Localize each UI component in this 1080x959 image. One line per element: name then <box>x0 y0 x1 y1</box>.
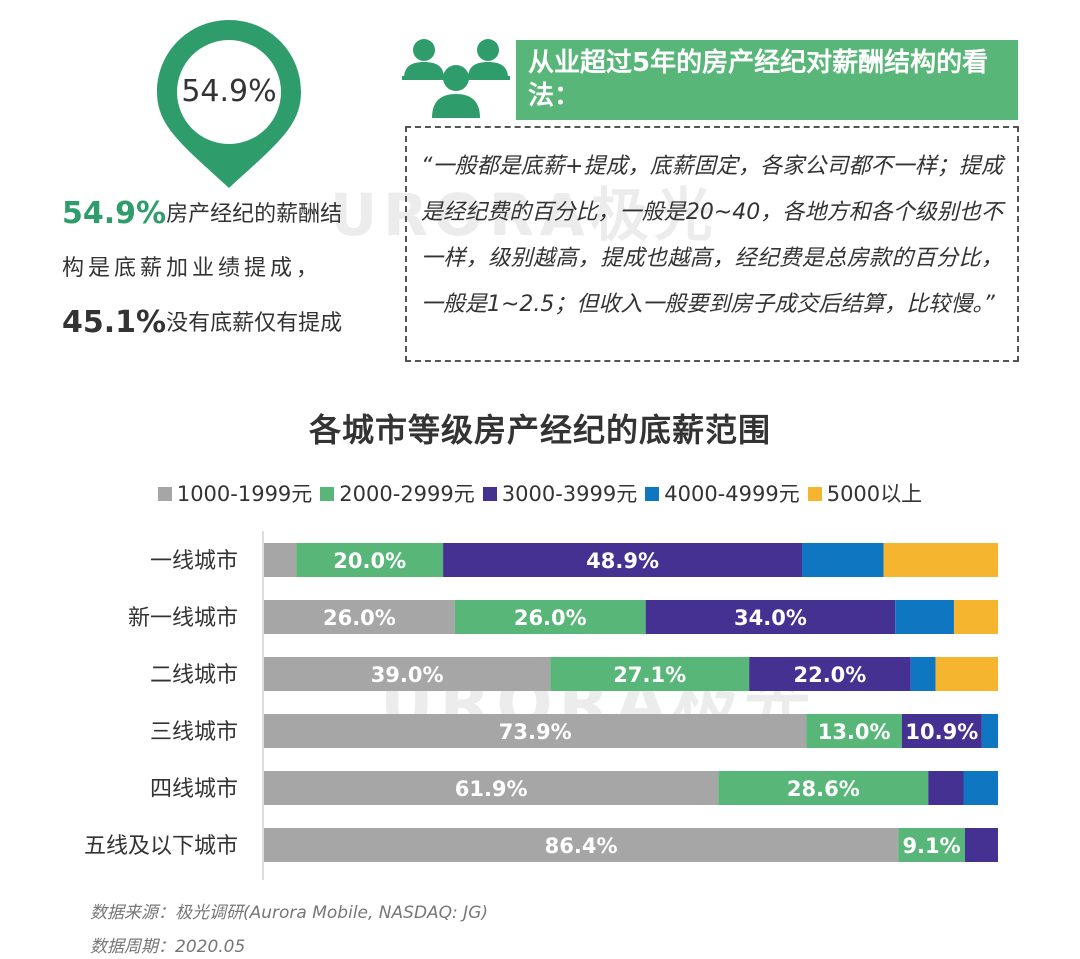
stacked-bar-chart: 一线城市 20.0% 48.9% 新一线城市 26.0% 26.0% 34.0% 二线城市 39… <box>84 531 998 880</box>
location-pin-icon <box>157 20 301 188</box>
summary-line-2: 构是底薪加业绩提成， <box>62 256 323 281</box>
section-title: 从业超过5年的房产经纪对薪酬结构的看法： <box>516 40 1018 120</box>
bar-segment <box>645 600 896 634</box>
category-label: 一线城市 <box>150 549 238 574</box>
bar-segment <box>802 543 884 577</box>
summary-line-3-text: 没有底薪仅有提成 <box>166 311 343 336</box>
legend-item-1: 2000-2999元 <box>320 478 475 508</box>
bar-segment <box>898 828 965 862</box>
summary-percent-commission: 45.1% <box>62 305 167 340</box>
bar-segment <box>264 771 719 805</box>
bar-segment <box>550 657 750 691</box>
bar-segment <box>264 657 551 691</box>
bar-segment <box>901 714 982 748</box>
watermark-top: URORA极光 <box>330 181 719 249</box>
category-label: 三线城市 <box>150 720 238 745</box>
category-label: 二线城市 <box>150 663 238 688</box>
summary-line-3: 45.1%没有底薪仅有提成 <box>62 308 382 338</box>
legend-label-1: 2000-2999元 <box>339 482 475 506</box>
data-label: 9.1% <box>902 834 960 858</box>
legend-label-0: 1000-1999元 <box>176 482 313 506</box>
data-label: 39.0% <box>371 663 444 687</box>
category-label: 新一线城市 <box>128 606 238 631</box>
bar-segment <box>928 771 964 805</box>
chart-title: 各城市等级房产经纪的底薪范围 <box>308 411 771 449</box>
data-label: 61.9% <box>455 777 528 801</box>
legend-item-0: 1000-1999元 <box>157 478 313 508</box>
legend-swatch-0 <box>157 487 172 501</box>
legend-label-4: 5000以上 <box>826 482 923 506</box>
data-label: 22.0% <box>793 663 866 687</box>
legend-label-2: 3000-3999元 <box>501 482 638 506</box>
bar-segment <box>749 657 911 691</box>
data-label: 28.6% <box>787 777 860 801</box>
legend-label-3: 4000-4999元 <box>664 482 800 506</box>
bar-segment <box>883 543 998 577</box>
legend-item-2: 3000-3999元 <box>482 478 638 508</box>
data-label: 10.9% <box>905 720 978 744</box>
data-label: 20.0% <box>333 549 406 573</box>
bar-segment <box>981 714 998 748</box>
bar-segment <box>910 657 936 691</box>
bar-segment <box>953 600 998 634</box>
people-group-icon <box>402 39 510 118</box>
bar-segment <box>806 714 902 748</box>
legend-item-4: 5000以上 <box>807 478 923 508</box>
data-label: 13.0% <box>818 720 891 744</box>
data-source: 数据来源：极光调研(Aurora Mobile, NASDAQ: JG) <box>90 903 488 923</box>
data-label: 27.1% <box>613 663 686 687</box>
data-label: 26.0% <box>514 606 587 630</box>
legend-swatch-2 <box>482 487 497 501</box>
bar-segment <box>895 600 954 634</box>
bar-segment <box>264 543 297 577</box>
summary-text: 54.9%房产经纪的薪酬结 构是底薪加业绩提成， 45.1%没有底薪仅有提成 <box>62 199 382 364</box>
legend-swatch-1 <box>320 487 335 501</box>
legend-swatch-4 <box>807 487 822 501</box>
bar-segment <box>718 771 929 805</box>
data-label: 34.0% <box>734 606 807 630</box>
chart-legend: 1000-1999元 2000-2999元 3000-3999元 4000-4999元… <box>0 478 1080 508</box>
quote-text: “一般都是底薪+提成，底薪固定，各家公司都不一样；提成是经纪费的百分比，一般是2… <box>421 154 1003 317</box>
bar-segment <box>264 714 807 748</box>
bar-segment <box>935 657 998 691</box>
bar-segment <box>264 600 455 634</box>
category-label: 四线城市 <box>150 777 238 802</box>
bar-segment <box>443 543 803 577</box>
summary-line-1-text: 房产经纪的薪酬结 <box>166 202 343 227</box>
badge-percent: 54.9% <box>181 74 277 109</box>
bar-segment <box>296 543 444 577</box>
data-label: 73.9% <box>499 720 572 744</box>
bar-segment <box>964 828 998 862</box>
legend-item-3: 4000-4999元 <box>645 478 800 508</box>
quote-box: “一般都是底薪+提成，底薪固定，各家公司都不一样；提成是经纪费的百分比，一般是2… <box>405 126 1019 362</box>
bar-segment <box>454 600 646 634</box>
data-label: 26.0% <box>323 606 396 630</box>
legend-swatch-3 <box>645 487 660 501</box>
data-label: 48.9% <box>586 549 659 573</box>
bar-segment <box>963 771 998 805</box>
summary-line-1: 54.9%房产经纪的薪酬结 <box>62 199 382 229</box>
data-label: 86.4% <box>545 834 618 858</box>
data-period: 数据周期：2020.05 <box>90 937 246 957</box>
category-label: 五线及以下城市 <box>84 834 238 859</box>
bar-segment <box>264 828 899 862</box>
summary-percent-base: 54.9% <box>62 196 167 231</box>
